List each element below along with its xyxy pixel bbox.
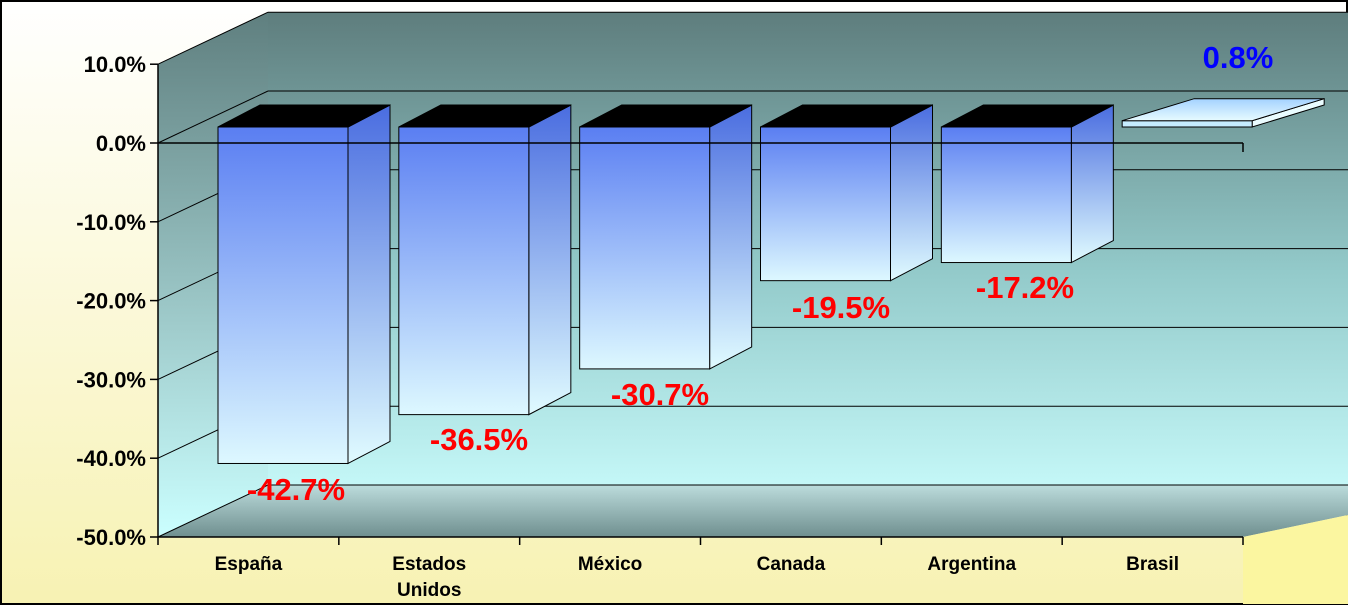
data-label: -19.5%: [792, 290, 890, 325]
bar-side: [1070, 104, 1114, 264]
y-tick-label: -50.0%: [76, 525, 146, 550]
axes: 10.0% 0.0% -10.0% -20.0% -30.0% -40.0% -50.0% E…: [76, 52, 1244, 601]
bar-front: [1121, 120, 1253, 128]
bar-front: [579, 126, 711, 370]
y-tick-label: -10.0%: [76, 210, 146, 235]
bar-front: [217, 126, 349, 464]
bar-cap: [579, 104, 752, 128]
bar-front: [760, 126, 891, 282]
bar-side: [347, 104, 391, 465]
floor: [158, 485, 1348, 537]
bar-cap: [398, 104, 572, 128]
x-tick-label: Canada: [757, 554, 826, 575]
bar-4: [940, 104, 1114, 264]
bar-1: [398, 104, 572, 416]
gridline-side: [157, 484, 269, 538]
data-label: -30.7%: [611, 377, 709, 412]
data-label: 0.8%: [1203, 40, 1274, 75]
bar-0: [217, 104, 391, 465]
y-tick-label: 0.0%: [96, 131, 146, 156]
bar-cap: [760, 104, 933, 128]
x-tick-label: España: [215, 554, 283, 575]
y-tick-label: -40.0%: [76, 446, 146, 471]
y-tick-label: 10.0%: [84, 52, 146, 77]
y-tick-label: -30.0%: [76, 367, 146, 392]
data-labels: -42.7% -36.5% -30.7% -19.5% -17.2% 0.8%: [247, 40, 1273, 507]
x-tick-label: Unidos: [397, 580, 461, 601]
bar-side: [709, 104, 753, 370]
bar-front: [940, 126, 1072, 264]
bar-cap: [1122, 98, 1325, 122]
floor-edge: [1243, 515, 1348, 604]
gridline-side: [157, 11, 269, 65]
bar-side: [890, 104, 933, 282]
gridline-side: [157, 90, 269, 144]
bar-front: [398, 126, 530, 416]
x-tick-label: México: [578, 554, 642, 575]
x-tick-label: Brasil: [1126, 554, 1179, 575]
data-label: -36.5%: [430, 422, 528, 457]
y-tick-label: -20.0%: [76, 289, 146, 314]
bars: [217, 98, 1325, 465]
bar-5: [1121, 98, 1325, 128]
bar-side: [528, 104, 572, 416]
bar-3: [760, 104, 933, 282]
bar-cap: [941, 104, 1114, 128]
x-tick-label: Argentina: [927, 554, 1016, 575]
bar-cap: [217, 104, 391, 128]
data-label: -17.2%: [976, 270, 1074, 305]
x-tick-label: Estados: [392, 554, 466, 575]
data-label: -42.7%: [247, 472, 345, 507]
bar-2: [579, 104, 753, 370]
